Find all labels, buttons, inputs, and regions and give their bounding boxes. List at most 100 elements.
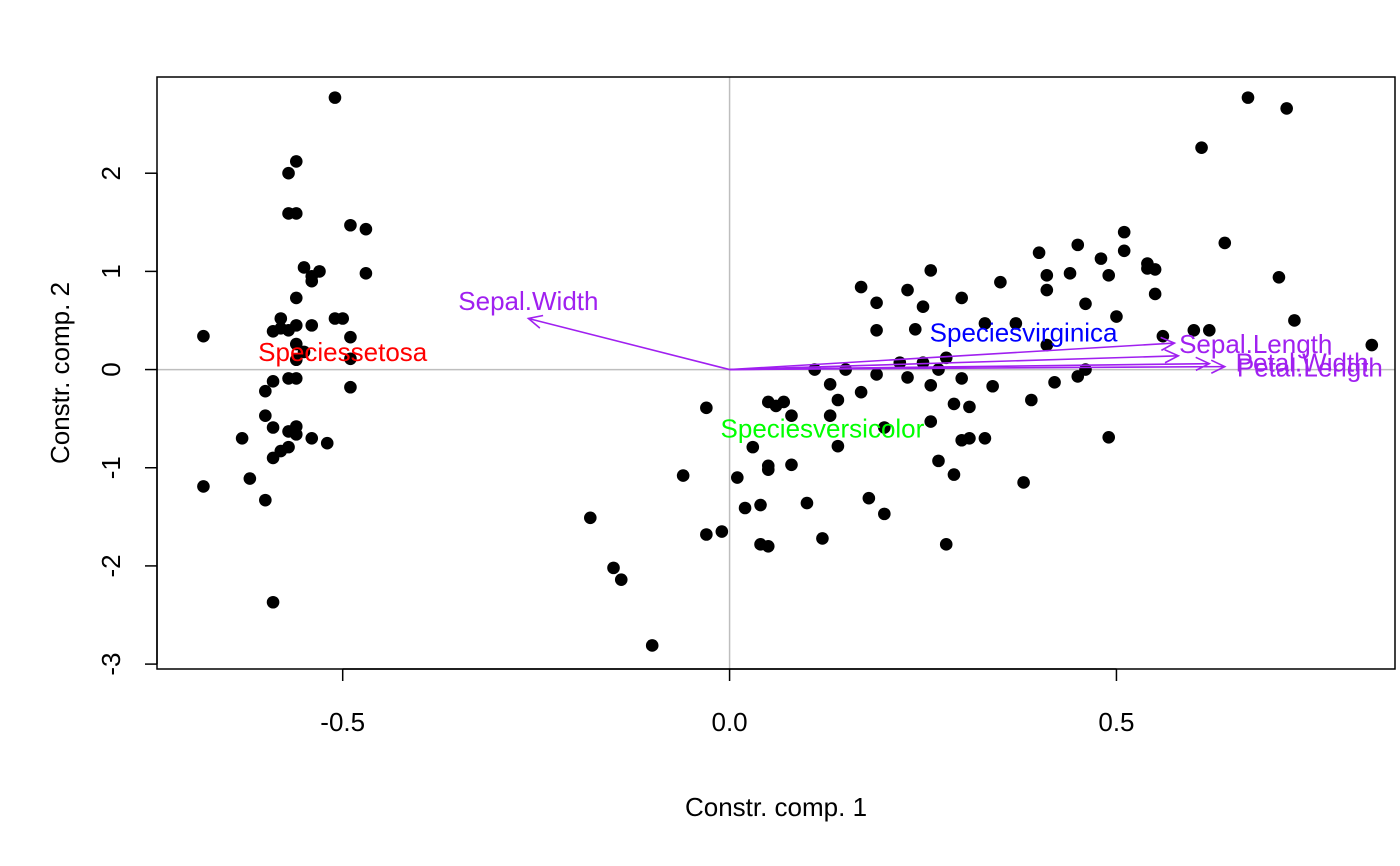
data-point [320, 436, 334, 450]
data-point [715, 525, 729, 538]
data-point [584, 511, 597, 525]
data-label: Sepal.Width [458, 286, 598, 316]
data-point [738, 501, 752, 515]
data-point [1025, 393, 1038, 407]
biplot-arrow-head [1210, 359, 1227, 374]
data-point [870, 368, 883, 381]
data-point [916, 356, 930, 369]
data-point [197, 480, 210, 493]
data-point [831, 393, 845, 407]
data-point [878, 421, 891, 434]
data-point [854, 385, 868, 399]
data-point [274, 312, 288, 325]
data-point [932, 363, 945, 376]
data-point [870, 323, 883, 337]
biplot-arrow [729, 365, 1225, 371]
data-point [831, 439, 845, 453]
data-point [305, 274, 319, 288]
data-point [924, 264, 938, 277]
data-point [266, 595, 280, 609]
data-point [1110, 310, 1123, 323]
data-point [282, 166, 295, 180]
data-point [282, 372, 295, 385]
y-axis-label: Constr. comp. 2 [45, 282, 75, 464]
data-point [1017, 476, 1030, 489]
data-point [870, 296, 883, 310]
data-point [1148, 287, 1162, 301]
data-point [769, 399, 783, 413]
data-point [916, 300, 930, 314]
data-label: Petal.Width [1236, 348, 1369, 378]
data-point [1079, 297, 1092, 311]
biplot-arrow-head [1195, 356, 1212, 372]
data-point [1040, 283, 1054, 297]
data-point [305, 319, 319, 332]
data-point [282, 207, 295, 220]
data-label: Speciessetosa [258, 337, 428, 367]
data-point [955, 291, 968, 305]
y-tick-label: 1 [96, 264, 126, 278]
data-point [978, 317, 992, 330]
data-point [978, 431, 992, 445]
data-point [1187, 323, 1201, 337]
data-point [289, 291, 303, 305]
data-point [614, 573, 628, 586]
data-point [785, 458, 798, 472]
data-point [1117, 225, 1131, 239]
y-tick-label: 0 [96, 362, 126, 376]
data-point [1048, 376, 1061, 389]
x-tick-label: -0.5 [320, 707, 365, 737]
data-point [1148, 263, 1162, 276]
data-point [1040, 269, 1054, 282]
data-point [289, 337, 303, 351]
data-label: Speciesversicolor [721, 413, 925, 443]
data-point [645, 639, 659, 652]
data-point [939, 538, 953, 551]
data-point [243, 472, 257, 485]
data-point [901, 371, 914, 384]
data-point [700, 401, 713, 415]
data-point [1195, 141, 1208, 154]
data-point [344, 352, 357, 366]
data-point [305, 431, 319, 445]
data-point [266, 451, 280, 465]
data-point [359, 267, 373, 280]
data-point [259, 384, 272, 398]
data-point [785, 409, 798, 423]
y-tick-label: -3 [96, 653, 126, 676]
data-point [746, 440, 760, 454]
data-point [1117, 244, 1131, 258]
data-point [908, 323, 922, 336]
data-point [1063, 267, 1077, 280]
biplot-arrow [528, 317, 730, 371]
data-point [266, 375, 280, 388]
biplot-arrow-head [1164, 348, 1181, 364]
data-point [963, 431, 976, 445]
data-point [1009, 317, 1023, 330]
y-tick-label: -1 [96, 456, 126, 479]
biplot-arrow-head [526, 314, 544, 329]
data-point [1365, 338, 1379, 352]
data-point [259, 493, 272, 507]
data-point [344, 330, 357, 344]
x-tick-label: 0.5 [1098, 707, 1134, 737]
y-tick-label: 2 [96, 166, 126, 180]
data-point [1280, 102, 1293, 115]
data-point [924, 415, 938, 428]
data-point [932, 454, 945, 468]
data-point [1241, 91, 1255, 104]
data-label: Petal.Length [1237, 353, 1383, 383]
data-point [359, 222, 373, 236]
plot-box [156, 76, 1396, 670]
data-point [289, 428, 303, 441]
data-point [1079, 363, 1092, 376]
data-point [947, 397, 961, 411]
data-point [1102, 431, 1116, 444]
data-point [1040, 338, 1054, 352]
data-point [1272, 270, 1286, 284]
data-point [963, 400, 976, 414]
data-point [297, 345, 311, 359]
data-point [289, 155, 303, 168]
data-point [955, 372, 968, 385]
data-point [731, 471, 744, 484]
